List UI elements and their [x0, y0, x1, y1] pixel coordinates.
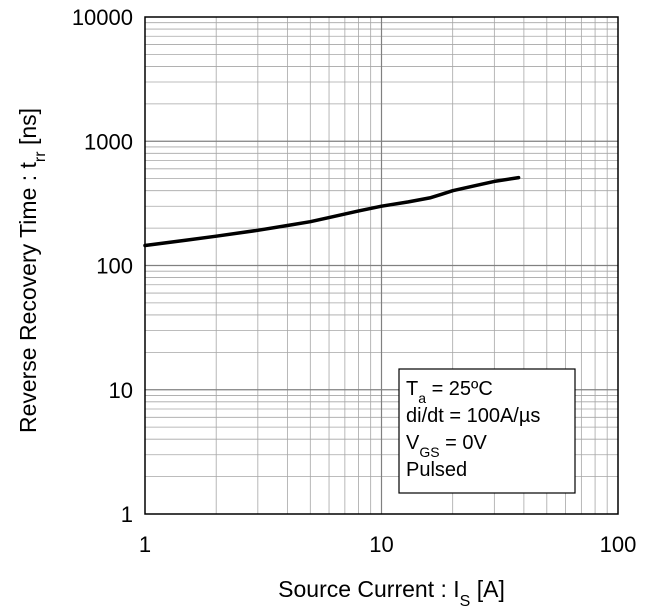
y-tick-labels: 1 10 100 1000 10000 — [72, 5, 133, 527]
y-tick-label: 10 — [109, 378, 133, 403]
major-grid — [145, 17, 618, 514]
condition-ambient-temperature: Ta = 25ºC — [406, 378, 493, 406]
y-axis-title: Reverse Recovery Time : trr [ns] — [15, 108, 49, 433]
series-line-0 — [143, 175, 521, 248]
condition-gate-source-voltage: VGS = 0V — [406, 432, 487, 460]
conditions-box-frame — [398, 368, 576, 494]
y-tick-label: 100 — [96, 254, 133, 279]
y-tick-label: 10000 — [72, 5, 133, 30]
y-tick-label: 1000 — [84, 129, 133, 154]
series-layer — [143, 175, 521, 248]
x-tick-label: 100 — [600, 532, 637, 557]
x-tick-label: 10 — [369, 532, 393, 557]
x-tick-label: 1 — [139, 532, 151, 557]
condition-pulsed: Pulsed — [406, 459, 467, 481]
conditions-box: Ta = 25ºC di/dt = 100A/µs VGS = 0V Pulse… — [398, 368, 576, 494]
x-tick-labels: 1 10 100 — [139, 532, 636, 557]
x-axis-title: Source Current : IS [A] — [278, 576, 505, 610]
y-tick-label: 1 — [121, 502, 133, 527]
condition-di-dt: di/dt = 100A/µs — [406, 405, 540, 427]
plot-frame — [144, 16, 619, 515]
